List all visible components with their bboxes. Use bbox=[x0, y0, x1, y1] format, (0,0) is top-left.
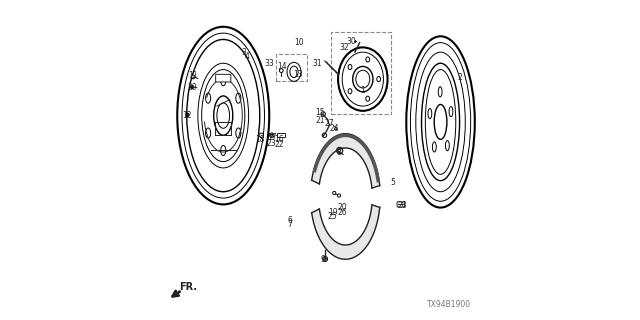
Text: 28: 28 bbox=[397, 202, 407, 211]
Circle shape bbox=[337, 147, 343, 154]
Ellipse shape bbox=[433, 142, 436, 152]
Ellipse shape bbox=[353, 67, 373, 92]
Text: 1: 1 bbox=[360, 86, 365, 95]
Text: 5: 5 bbox=[390, 178, 396, 187]
Circle shape bbox=[337, 194, 340, 197]
Bar bbox=[276, 54, 307, 81]
Ellipse shape bbox=[449, 107, 453, 117]
Ellipse shape bbox=[377, 76, 381, 82]
Text: 18: 18 bbox=[255, 135, 264, 144]
Ellipse shape bbox=[416, 52, 465, 192]
Text: 7: 7 bbox=[287, 220, 292, 228]
Text: 10: 10 bbox=[294, 38, 304, 47]
Bar bbox=[277, 133, 285, 137]
Ellipse shape bbox=[366, 96, 370, 101]
Ellipse shape bbox=[426, 69, 456, 174]
Text: 29: 29 bbox=[188, 83, 197, 92]
Ellipse shape bbox=[422, 63, 460, 180]
Circle shape bbox=[321, 112, 325, 116]
Polygon shape bbox=[312, 205, 380, 259]
Text: 13: 13 bbox=[293, 70, 303, 79]
Polygon shape bbox=[312, 134, 380, 188]
Ellipse shape bbox=[236, 128, 241, 138]
Text: 14: 14 bbox=[277, 62, 287, 71]
Text: 22: 22 bbox=[275, 140, 284, 148]
Text: 11: 11 bbox=[188, 71, 198, 80]
Text: 25: 25 bbox=[328, 212, 337, 221]
Ellipse shape bbox=[221, 145, 226, 156]
Text: FR.: FR. bbox=[179, 282, 197, 292]
Ellipse shape bbox=[214, 96, 233, 135]
Circle shape bbox=[186, 113, 189, 116]
Circle shape bbox=[322, 133, 326, 138]
Text: 6: 6 bbox=[287, 216, 292, 225]
Circle shape bbox=[191, 75, 195, 79]
Circle shape bbox=[269, 133, 274, 138]
Text: 33: 33 bbox=[264, 59, 274, 68]
Circle shape bbox=[271, 134, 273, 136]
Ellipse shape bbox=[438, 87, 442, 97]
Ellipse shape bbox=[187, 39, 260, 192]
Circle shape bbox=[324, 258, 326, 260]
Text: 16: 16 bbox=[274, 135, 284, 144]
Ellipse shape bbox=[217, 103, 230, 128]
Text: 17: 17 bbox=[267, 133, 276, 142]
Text: 26: 26 bbox=[337, 208, 347, 217]
Ellipse shape bbox=[182, 33, 264, 198]
Ellipse shape bbox=[348, 89, 352, 94]
Circle shape bbox=[335, 128, 337, 130]
Ellipse shape bbox=[177, 27, 269, 204]
Text: 15: 15 bbox=[315, 108, 325, 117]
Circle shape bbox=[323, 256, 328, 261]
Text: 9: 9 bbox=[321, 255, 326, 264]
FancyBboxPatch shape bbox=[397, 202, 404, 207]
Ellipse shape bbox=[205, 93, 211, 103]
Text: 8: 8 bbox=[337, 148, 341, 156]
Text: 23: 23 bbox=[267, 139, 276, 148]
Text: 31: 31 bbox=[312, 59, 322, 68]
Text: 4: 4 bbox=[244, 52, 250, 61]
Ellipse shape bbox=[290, 66, 298, 77]
Text: 19: 19 bbox=[328, 208, 337, 217]
Ellipse shape bbox=[406, 36, 475, 208]
Circle shape bbox=[280, 69, 284, 72]
Text: 12: 12 bbox=[182, 111, 191, 120]
Text: 20: 20 bbox=[337, 203, 347, 212]
Ellipse shape bbox=[348, 64, 352, 69]
Text: 27: 27 bbox=[324, 119, 334, 128]
Ellipse shape bbox=[236, 93, 241, 103]
Ellipse shape bbox=[445, 140, 449, 151]
Ellipse shape bbox=[221, 76, 226, 86]
Bar bbox=[331, 32, 392, 114]
Text: 2: 2 bbox=[457, 73, 462, 82]
Ellipse shape bbox=[205, 128, 211, 138]
Ellipse shape bbox=[342, 52, 383, 106]
Ellipse shape bbox=[366, 57, 370, 62]
Ellipse shape bbox=[338, 47, 388, 111]
Circle shape bbox=[333, 191, 336, 195]
Text: 21: 21 bbox=[316, 116, 324, 125]
FancyBboxPatch shape bbox=[216, 74, 231, 82]
Text: 3: 3 bbox=[241, 48, 246, 57]
Text: TX94B1900: TX94B1900 bbox=[426, 300, 470, 309]
Ellipse shape bbox=[428, 108, 432, 119]
Ellipse shape bbox=[202, 69, 245, 162]
Ellipse shape bbox=[356, 70, 370, 88]
Ellipse shape bbox=[287, 62, 301, 81]
Ellipse shape bbox=[434, 105, 447, 140]
Text: 30: 30 bbox=[347, 36, 356, 45]
Text: 32: 32 bbox=[339, 43, 349, 52]
Ellipse shape bbox=[198, 63, 248, 168]
Text: 24: 24 bbox=[330, 124, 339, 133]
Circle shape bbox=[259, 133, 264, 138]
Circle shape bbox=[191, 85, 194, 89]
Ellipse shape bbox=[410, 43, 470, 201]
